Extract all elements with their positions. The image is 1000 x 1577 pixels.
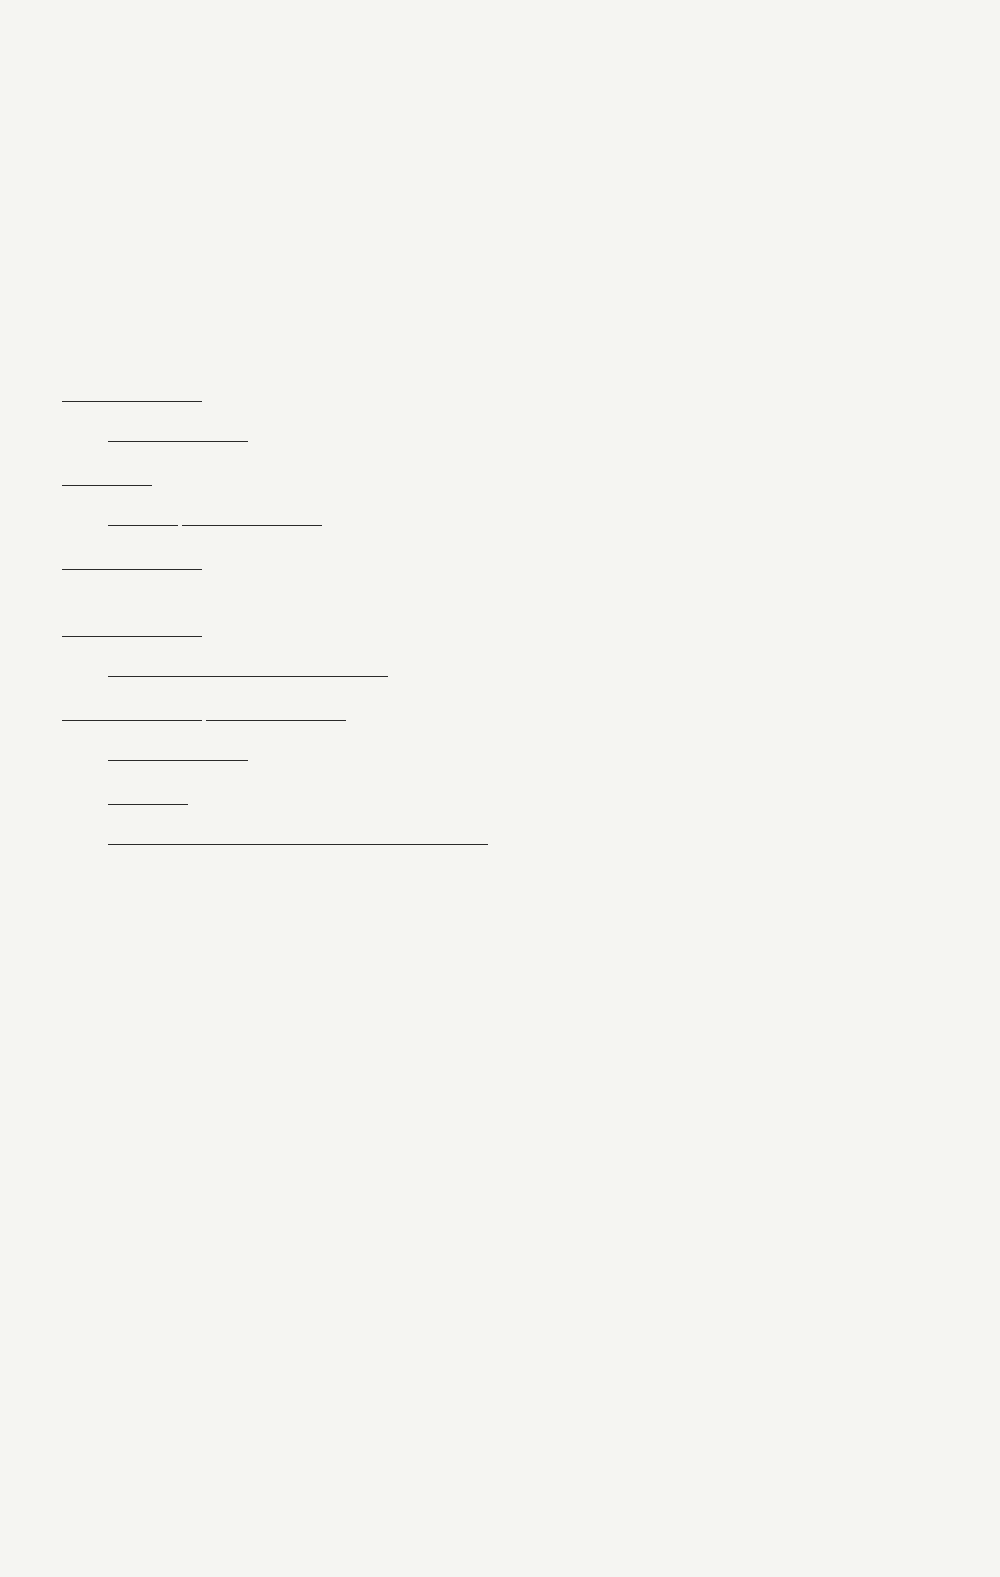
blank <box>108 782 188 805</box>
blank <box>62 614 202 637</box>
q29-part2-cont <box>60 500 940 540</box>
q30-part1-cont <box>60 651 940 691</box>
blank <box>206 698 346 721</box>
q30-part2-cont2 <box>60 735 940 775</box>
blank <box>108 419 248 442</box>
q29-part1 <box>60 376 940 416</box>
q29-chart-svg <box>220 66 780 366</box>
blank <box>108 822 488 845</box>
question-30 <box>60 611 940 858</box>
blank <box>62 379 202 402</box>
q29-chart <box>60 66 940 366</box>
blank <box>182 503 322 526</box>
question-29 <box>60 66 940 583</box>
blank <box>108 503 178 526</box>
blank <box>108 738 248 761</box>
q29-part1-cont <box>60 416 940 456</box>
q29-part2 <box>60 460 940 500</box>
blank <box>108 654 388 677</box>
page-content <box>60 66 940 859</box>
blank <box>62 698 202 721</box>
blank <box>62 546 202 569</box>
q30-part1 <box>60 611 940 651</box>
q30-part3-exp <box>60 779 940 819</box>
blank <box>62 463 152 486</box>
q30-part2 <box>60 695 940 735</box>
q30-part3-exp2 <box>60 819 940 859</box>
q29-part3 <box>60 544 940 584</box>
